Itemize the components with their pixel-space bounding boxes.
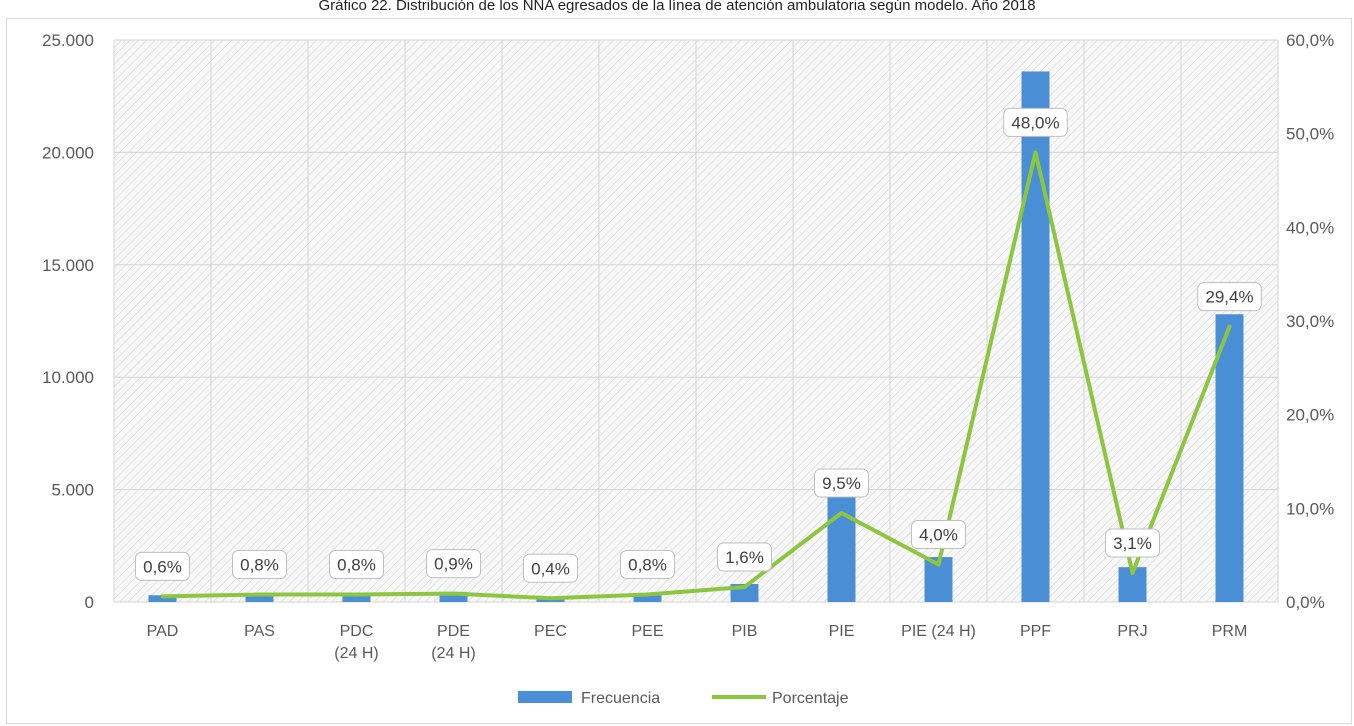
x-tick-label: PRM [1212,623,1248,640]
chart-title: Gráfico 22. Distribución de los NNA egre… [318,0,1036,14]
data-label-box-11 [1197,282,1262,312]
y-left-tick-label: 0 [85,593,94,612]
x-tick-label: (24 H) [334,645,378,662]
data-labels: 0,6% 0,8% 0,8% 0,9% 0,4% 0,8% 1,6% 9,5% 4,0% 48,0… [135,107,1262,583]
y-left-tick-label: 25.000 [42,31,94,50]
line-series [160,150,1232,601]
data-label-1: 0,8% [240,556,279,575]
legend: Frecuencia Porcentaje [518,690,849,707]
line-point-0 [160,594,165,599]
x-tick-label: PDE [437,623,470,640]
y-left-tick-label: 20.000 [42,143,94,162]
line-point-11 [1227,324,1232,329]
y-left-tick-label: 15.000 [42,256,94,275]
data-label-box-8 [911,520,966,550]
line-point-9 [1033,150,1038,155]
data-label-box-5 [620,550,675,580]
y-right-tick-label: 20,0% [1286,406,1334,425]
line-point-3 [451,591,456,596]
bar-5 [633,593,662,602]
data-label-0: 0,6% [143,557,182,576]
line-point-4 [548,596,553,601]
x-tick-label: PIB [732,623,758,640]
data-label-4: 0,4% [531,559,570,578]
y-left-tick-label: 5.000 [51,481,94,500]
axes: 0 5.000 10.000 15.000 20.000 25.000 0,0% 10,0% 2… [42,31,1334,662]
data-label-box-9 [1003,107,1068,137]
legend-label-frecuencia: Frecuencia [581,690,660,707]
line-point-2 [354,592,359,597]
gridlines [113,39,1279,603]
x-tick-label: PDC [340,623,374,640]
data-label-11: 29,4% [1205,288,1253,307]
x-tick-label: PEE [631,623,663,640]
bar-11 [1215,314,1244,602]
y-right-tick-label: 0,0% [1286,593,1325,612]
data-label-box-6 [717,542,772,572]
chart-frame [6,18,1352,724]
line-point-7 [839,511,844,516]
line-point-1 [257,592,262,597]
x-tick-label: PEC [534,623,567,640]
data-label-box-0 [135,551,190,581]
line-point-8 [936,562,941,567]
data-label-10: 3,1% [1113,534,1152,553]
data-label-9: 48,0% [1011,113,1059,132]
x-tick-label: PAS [244,623,275,640]
data-label-box-2 [329,550,384,580]
bar-2 [342,593,371,602]
legend-label-porcentaje: Porcentaje [772,690,849,707]
data-label-box-1 [232,550,287,580]
bar-0 [148,595,177,602]
data-label-3: 0,9% [434,555,473,574]
data-label-box-3 [426,549,481,579]
legend-swatch-frecuencia [518,691,572,703]
data-label-7: 9,5% [822,474,861,493]
x-tick-label: PPF [1020,623,1051,640]
y-right-tick-label: 10,0% [1286,499,1334,518]
line-point-10 [1130,570,1135,575]
data-label-6: 1,6% [725,548,764,567]
y-right-tick-label: 40,0% [1286,218,1334,237]
data-label-8: 4,0% [919,526,958,545]
x-tick-label: PAD [147,623,179,640]
x-tick-label: (24 H) [431,645,475,662]
data-label-5: 0,8% [628,556,667,575]
x-tick-label: PRJ [1117,623,1147,640]
y-left-tick-label: 10.000 [42,368,94,387]
y-right-tick-label: 60,0% [1286,31,1334,50]
line-point-6 [742,585,747,590]
data-label-box-10 [1105,528,1160,558]
data-label-2: 0,8% [337,556,376,575]
x-tick-label: PIE (24 H) [901,623,976,640]
bar-3 [439,591,468,602]
bar-1 [245,593,274,602]
y-right-tick-label: 30,0% [1286,312,1334,331]
porcentaje-line [162,150,1232,601]
line-point-5 [645,592,650,597]
x-tick-label: PIE [829,623,855,640]
y-right-tick-label: 50,0% [1286,125,1334,144]
data-label-box-4 [523,553,578,583]
data-label-box-7 [814,468,869,498]
